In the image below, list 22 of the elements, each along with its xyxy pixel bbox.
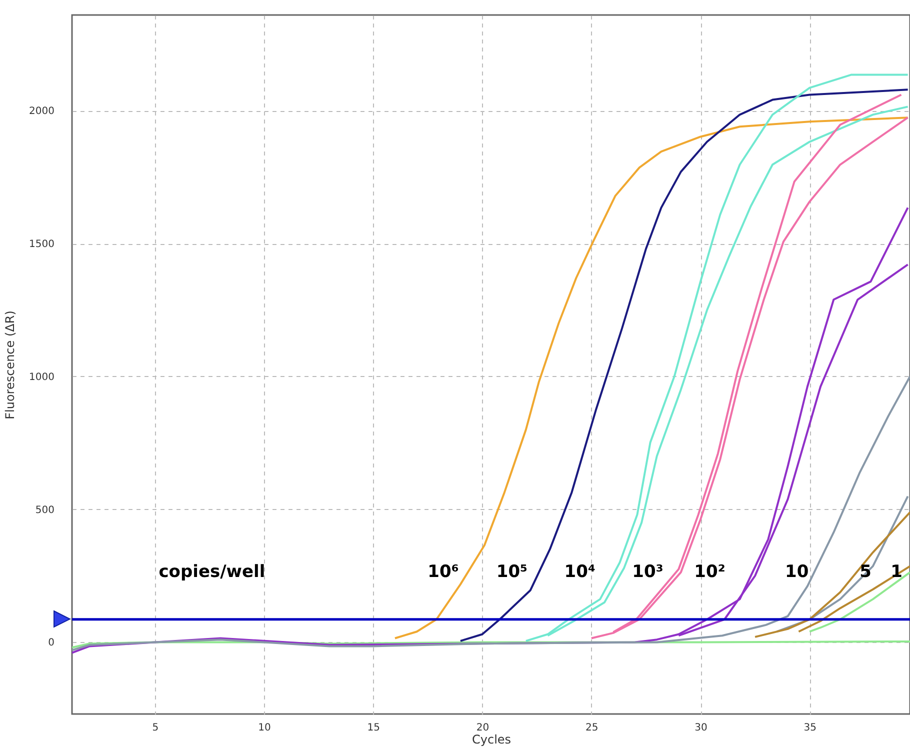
annotation: 10⁴	[564, 562, 596, 582]
y-tick-label: 1000	[29, 372, 54, 383]
annotation: 10³	[632, 562, 664, 582]
annotation: 5	[860, 562, 872, 582]
y-tick-label: 0	[48, 638, 54, 649]
x-tick-label: 25	[586, 722, 598, 734]
x-tick-label: 10	[258, 722, 271, 734]
x-axis-title: Cycles	[472, 732, 512, 746]
x-tick-label: 20	[476, 722, 490, 734]
y-tick-label: 2000	[29, 106, 54, 118]
annotation: 10⁵	[496, 562, 528, 582]
annotation: 10⁶	[428, 562, 459, 582]
x-tick-label: 15	[367, 722, 380, 734]
y-tick-label: 500	[35, 504, 54, 516]
x-tick-label: 5	[152, 722, 159, 734]
annotation: copies/well	[158, 562, 266, 582]
x-tick-label: 30	[694, 722, 708, 734]
x-tick-label: 35	[804, 722, 816, 734]
annotation: 10²	[694, 562, 726, 582]
annotation: 10	[785, 562, 809, 582]
y-tick-label: 1500	[29, 239, 54, 250]
y-axis-title: Fluorescence (ΔR)	[3, 310, 18, 420]
